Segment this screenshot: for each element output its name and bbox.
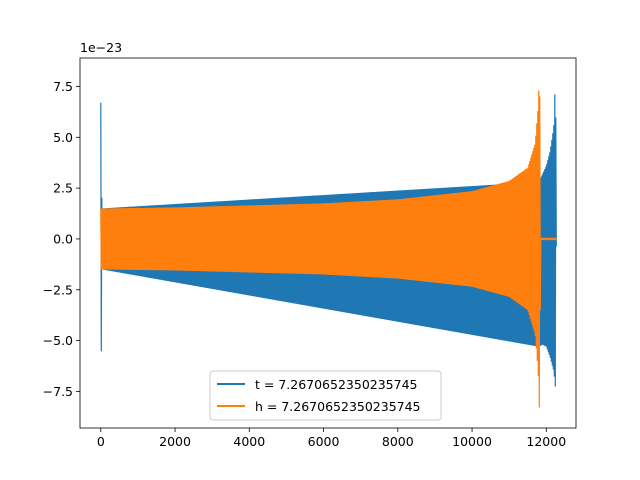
x-axis: 0 2000 4000 6000 8000 10000 12000 [97, 428, 566, 449]
x-tick-label: 12000 [526, 434, 566, 449]
plot-area [100, 90, 557, 408]
x-tick-label: 10000 [452, 434, 492, 449]
x-tick-label: 6000 [308, 434, 340, 449]
y-tick-label: 0.0 [53, 231, 73, 246]
y-tick-label: 2.5 [53, 181, 73, 196]
y-tick-label: −7.5 [43, 384, 73, 399]
x-tick-label: 0 [97, 434, 105, 449]
legend: t = 7.2670652350235745 h = 7.26706523502… [209, 370, 442, 421]
y-axis: −7.5 −5.0 −2.5 0.0 2.5 5.0 7.5 [43, 79, 80, 399]
x-tick-label: 2000 [159, 434, 191, 449]
y-tick-label: −2.5 [43, 282, 73, 297]
x-tick-label: 8000 [382, 434, 414, 449]
y-tick-label: −5.0 [43, 333, 73, 348]
axes-frame [79, 57, 577, 429]
series-line-1 [100, 90, 557, 408]
y-tick-label: 5.0 [53, 130, 73, 145]
legend-box [209, 370, 442, 421]
legend-label-t: t = 7.2670652350235745 [255, 377, 418, 392]
legend-label-h: h = 7.2670652350235745 [255, 399, 421, 414]
x-tick-label: 4000 [233, 434, 265, 449]
y-offset-label: 1e−23 [80, 40, 122, 55]
y-tick-label: 7.5 [53, 79, 73, 94]
